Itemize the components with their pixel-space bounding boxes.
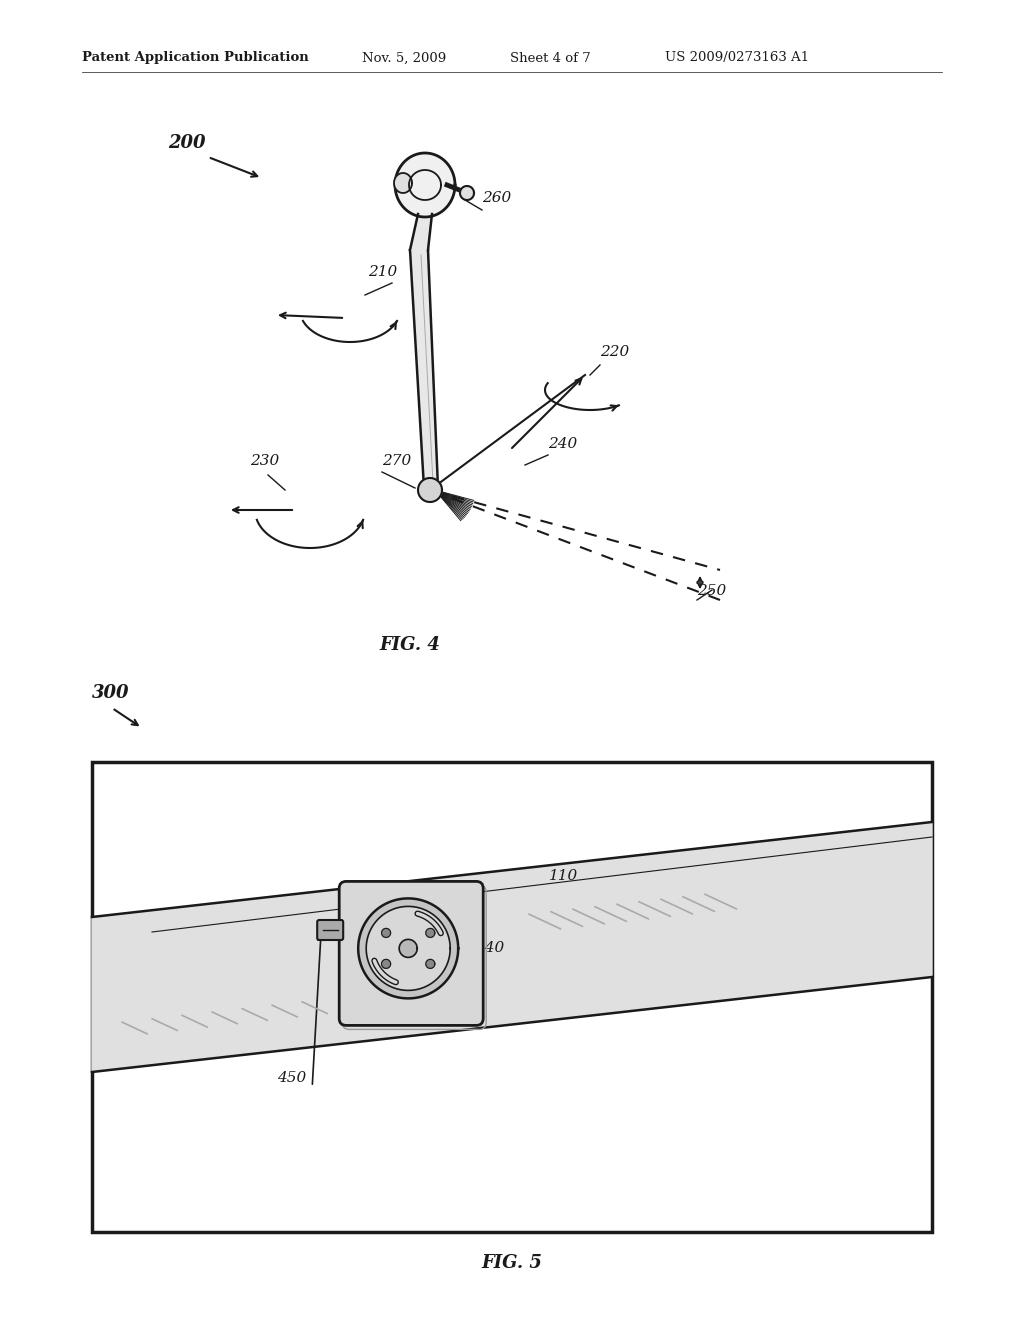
Polygon shape <box>410 214 432 249</box>
Polygon shape <box>395 153 455 216</box>
Text: 230: 230 <box>250 454 280 469</box>
Polygon shape <box>426 960 435 969</box>
Polygon shape <box>382 960 390 969</box>
Text: 110: 110 <box>549 869 579 883</box>
Polygon shape <box>358 899 458 998</box>
Text: 200: 200 <box>168 135 206 152</box>
Polygon shape <box>367 907 451 990</box>
Text: 240: 240 <box>548 437 578 451</box>
Text: 250: 250 <box>697 583 726 598</box>
Text: Patent Application Publication: Patent Application Publication <box>82 51 309 65</box>
Text: 260: 260 <box>482 191 511 205</box>
Polygon shape <box>92 822 932 1072</box>
Text: US 2009/0273163 A1: US 2009/0273163 A1 <box>665 51 809 65</box>
Polygon shape <box>418 478 442 502</box>
Bar <box>92 762 932 1232</box>
Text: Sheet 4 of 7: Sheet 4 of 7 <box>510 51 591 65</box>
Text: Nov. 5, 2009: Nov. 5, 2009 <box>362 51 446 65</box>
Text: 270: 270 <box>382 454 412 469</box>
Text: 210: 210 <box>368 265 397 279</box>
Text: 140: 140 <box>476 941 506 956</box>
FancyBboxPatch shape <box>317 920 343 940</box>
Text: FIG. 5: FIG. 5 <box>481 1254 543 1272</box>
Text: 450: 450 <box>278 1071 306 1085</box>
Polygon shape <box>394 173 412 193</box>
Polygon shape <box>382 928 390 937</box>
Text: FIG. 4: FIG. 4 <box>380 636 440 653</box>
Text: 300: 300 <box>92 684 129 702</box>
Polygon shape <box>460 186 474 201</box>
FancyBboxPatch shape <box>339 882 483 1026</box>
Text: 220: 220 <box>600 345 630 359</box>
Polygon shape <box>399 940 417 957</box>
Polygon shape <box>426 928 435 937</box>
Polygon shape <box>410 249 438 488</box>
